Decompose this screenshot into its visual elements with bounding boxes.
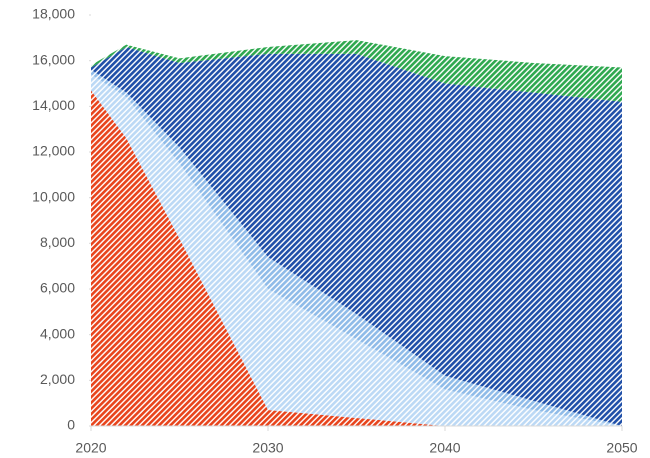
y-tick-label: 16,000 xyxy=(32,51,75,67)
y-tick-label: 4,000 xyxy=(40,325,75,341)
area xyxy=(91,46,622,426)
x-tick-label: 2030 xyxy=(252,440,283,456)
y-tick-label: 10,000 xyxy=(32,188,75,204)
y-tick-label: 8,000 xyxy=(40,234,75,250)
y-tick-label: 6,000 xyxy=(40,280,75,296)
x-tick-label: 2020 xyxy=(75,440,106,456)
y-tick-label: 12,000 xyxy=(32,143,75,159)
y-tick-label: 2,000 xyxy=(40,371,75,387)
x-tick-label: 2050 xyxy=(606,440,637,456)
area xyxy=(91,40,622,102)
y-tick-label: 0 xyxy=(67,417,75,433)
y-tick-label: 14,000 xyxy=(32,97,75,113)
y-tick-label: 18,000 xyxy=(32,6,75,22)
area xyxy=(91,90,622,426)
x-tick-label: 2040 xyxy=(429,440,460,456)
area xyxy=(91,74,622,426)
